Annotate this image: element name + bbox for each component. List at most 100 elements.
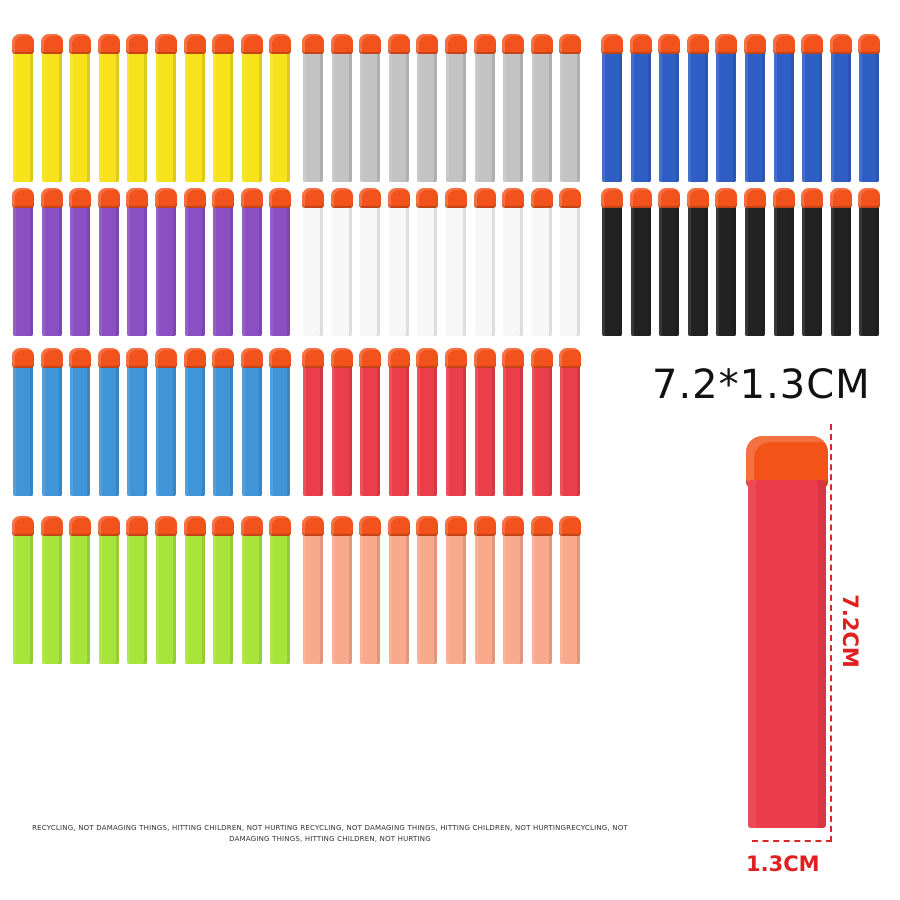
foam-dart: [530, 516, 553, 664]
foam-dart: [473, 34, 496, 182]
foam-dart: [40, 188, 63, 336]
dart-foam-body: [241, 50, 262, 182]
dart-foam-body: [13, 204, 33, 336]
dart-tip: [269, 188, 292, 208]
foam-dart: [183, 348, 206, 496]
dart-foam-body: [360, 364, 381, 496]
dart-foam-body: [474, 364, 495, 496]
dart-foam-body: [303, 204, 323, 336]
dart-foam-body: [630, 50, 651, 182]
dart-tip: [559, 34, 582, 54]
dart-foam-body: [331, 364, 352, 496]
dart-tip: [858, 188, 881, 208]
dart-tip: [269, 348, 292, 368]
foam-dart: [772, 34, 795, 182]
dart-tip: [530, 188, 553, 208]
dart-foam-body: [241, 364, 262, 496]
dart-foam-body: [41, 50, 62, 182]
dart-tip: [155, 516, 177, 536]
dart-tip: [801, 188, 824, 208]
foam-dart: [387, 348, 410, 496]
foam-dart: [744, 188, 766, 336]
foam-dart: [772, 188, 795, 336]
dart-tip: [12, 188, 34, 208]
foam-dart: [416, 348, 439, 496]
foam-dart: [473, 348, 496, 496]
foam-dart: [686, 34, 709, 182]
dart-foam-body: [560, 204, 581, 336]
dart-tip: [126, 188, 149, 208]
foam-dart: [302, 34, 324, 182]
dart-foam-body: [127, 532, 148, 664]
dart-foam-body: [802, 204, 823, 336]
dart-tip: [240, 188, 263, 208]
foam-dart: [658, 188, 681, 336]
foam-dart: [829, 188, 852, 336]
size-label: 7.2*1.3CM: [652, 362, 871, 408]
foam-dart: [530, 188, 553, 336]
dart-foam-body: [630, 204, 651, 336]
dart-tip: [629, 188, 652, 208]
dart-foam-body: [270, 204, 291, 336]
dart-foam-body: [41, 532, 62, 664]
foam-dart: [715, 188, 738, 336]
foam-dart: [302, 188, 324, 336]
foam-dart: [330, 34, 353, 182]
foam-dart: [416, 516, 439, 664]
dart-foam-body: [13, 532, 33, 664]
foam-dart: [97, 348, 120, 496]
dart-foam-body: [331, 204, 352, 336]
foam-dart: [302, 516, 324, 664]
featured-dart-tip: [746, 436, 828, 488]
dart-tip: [601, 34, 623, 54]
dart-foam-body: [446, 364, 466, 496]
dart-foam-body: [659, 204, 680, 336]
dart-foam-body: [184, 532, 205, 664]
dart-tip: [269, 516, 292, 536]
dart-tip: [559, 348, 582, 368]
dart-tip: [183, 188, 206, 208]
foam-dart: [212, 188, 235, 336]
dart-tip: [530, 348, 553, 368]
foam-dart: [445, 34, 467, 182]
dart-tip: [387, 34, 410, 54]
dart-tip: [502, 348, 525, 368]
dart-foam-body: [13, 364, 33, 496]
dart-tip: [12, 34, 34, 54]
foam-dart: [387, 34, 410, 182]
foam-dart: [686, 188, 709, 336]
dart-tip: [829, 34, 852, 54]
dart-foam-body: [531, 364, 552, 496]
dart-tip: [40, 34, 63, 54]
length-dimension-label: 7.2CM: [838, 594, 862, 668]
foam-dart: [801, 188, 824, 336]
foam-dart: [269, 516, 292, 664]
dart-tip: [359, 34, 382, 54]
foam-dart: [69, 516, 92, 664]
foam-dart: [359, 188, 382, 336]
foam-dart: [559, 34, 582, 182]
dart-tip: [473, 188, 496, 208]
dart-tip: [530, 34, 553, 54]
dart-foam-body: [474, 204, 495, 336]
dart-foam-body: [560, 364, 581, 496]
foam-dart: [212, 516, 235, 664]
dart-tip: [97, 348, 120, 368]
foam-dart: [212, 34, 235, 182]
dart-tip: [715, 188, 738, 208]
dart-foam-body: [213, 364, 234, 496]
dart-foam-body: [360, 532, 381, 664]
foam-dart: [12, 516, 34, 664]
dart-tip: [269, 34, 292, 54]
dart-tip: [330, 34, 353, 54]
dart-foam-body: [156, 364, 176, 496]
dart-tip: [126, 348, 149, 368]
dart-tip: [183, 348, 206, 368]
dart-tip: [126, 34, 149, 54]
foam-dart: [240, 348, 263, 496]
foam-dart: [473, 516, 496, 664]
dart-tip: [155, 34, 177, 54]
dart-foam-body: [417, 532, 438, 664]
dart-foam-body: [687, 204, 708, 336]
foam-dart: [126, 516, 149, 664]
